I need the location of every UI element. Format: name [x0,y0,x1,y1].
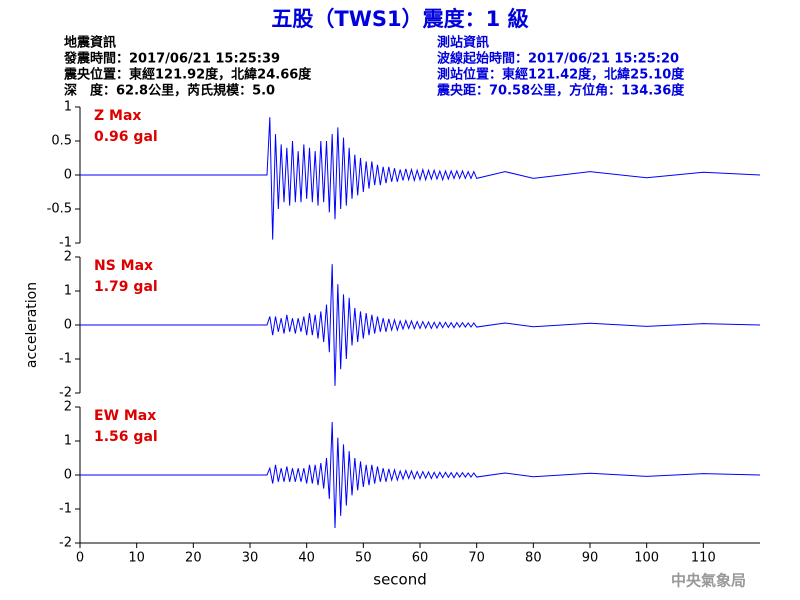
x-tick-label: 30 [242,551,259,566]
title: 五股（TWS1）震度：1 級 [271,7,528,31]
x-tick-label: 50 [355,551,372,566]
x-tick-label: 110 [691,551,716,566]
info-line: 震央位置：東經121.92度，北緯24.66度 [63,67,312,83]
y-tick-label: 2 [64,250,72,265]
annotation: NS Max [94,258,153,274]
y-tick-label: -1 [59,352,72,367]
x-tick-label: 0 [76,551,84,566]
x-tick-label: 60 [412,551,429,566]
x-tick-label: 10 [128,551,145,566]
info-line: 測站位置：東經121.42度，北緯25.10度 [437,67,685,83]
annotation: Z Max [94,108,141,124]
annotation: 0.96 gal [94,129,158,145]
y-tick-label: 1 [64,284,72,299]
y-tick-label: 0.5 [51,134,72,149]
annotation: 1.79 gal [94,279,158,295]
info-line: 波線起始時間：2017/06/21 15:25:20 [437,51,679,67]
y-tick-label: -0.5 [47,202,72,217]
info-line: 震央距：70.58公里，方位角：134.36度 [436,83,685,99]
y-tick-label: -1 [59,236,72,251]
annotation: EW Max [94,408,156,424]
annotation: 1.56 gal [94,429,158,445]
y-tick-label: 0 [64,168,72,183]
y-tick-label: -2 [59,386,72,401]
y-tick-label: 1 [64,434,72,449]
y-tick-label: 0 [64,318,72,333]
x-tick-label: 20 [185,551,202,566]
info-line: 深 度：62.8公里，芮氏規模：5.0 [64,83,275,99]
y-tick-label: 0 [64,468,72,483]
y-axis-label: acceleration [24,282,40,368]
y-tick-label: -2 [59,536,72,551]
x-tick-label: 100 [634,551,659,566]
info-line: 測站資訊 [437,35,489,51]
x-tick-label: 40 [298,551,315,566]
y-tick-label: 1 [64,100,72,115]
x-axis-label: second [373,571,427,589]
trace [80,421,761,529]
trace [80,117,761,240]
info-line: 地震資訊 [64,35,116,51]
y-tick-label: -1 [59,502,72,517]
footer: 中央氣象局 [671,572,746,590]
trace [80,264,761,386]
x-tick-label: 90 [582,551,599,566]
y-tick-label: 2 [64,400,72,415]
info-line: 發震時間：2017/06/21 15:25:39 [63,51,280,67]
x-tick-label: 80 [525,551,542,566]
x-tick-label: 70 [468,551,485,566]
